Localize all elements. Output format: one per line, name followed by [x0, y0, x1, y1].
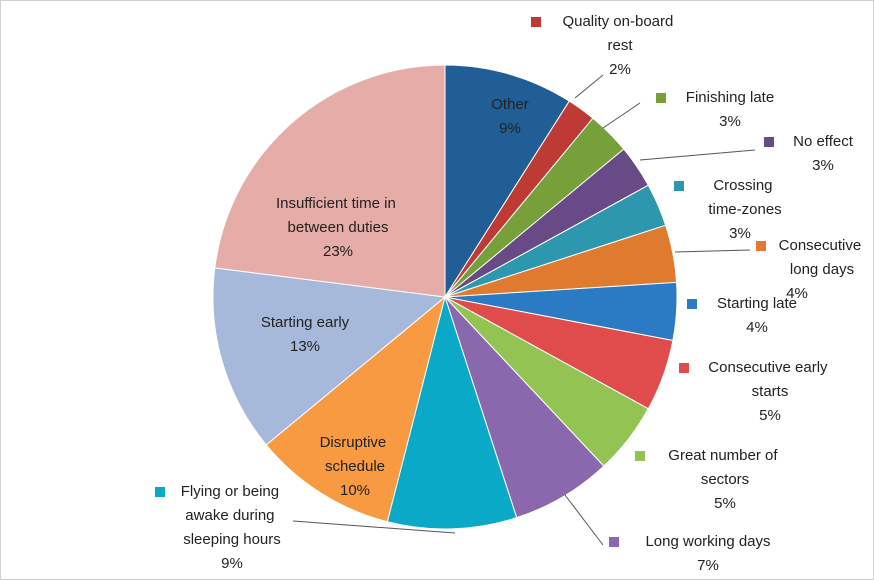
pie-slice — [444, 64, 571, 299]
pie-slice — [214, 64, 446, 298]
data-label: No effect — [793, 133, 854, 150]
legend-swatch — [609, 537, 619, 547]
data-label: Finishing late — [686, 89, 774, 106]
legend-swatch — [635, 451, 645, 461]
value-label: 9% — [221, 555, 243, 572]
value-label: 5% — [759, 407, 781, 424]
value-label: 2% — [609, 61, 631, 78]
value-label: 3% — [729, 225, 751, 242]
data-label: Disruptive schedule — [320, 434, 391, 475]
pie-slice — [444, 296, 605, 519]
legend-swatch — [531, 17, 541, 27]
data-label: Consecutive long days — [779, 237, 866, 278]
leader-line — [564, 494, 604, 546]
data-label: Starting early — [261, 314, 350, 331]
pie-slice — [386, 295, 518, 530]
pie-slice — [212, 267, 447, 446]
leader-line — [674, 249, 751, 253]
value-label: 23% — [323, 243, 353, 260]
data-label: Consecutive early starts — [708, 359, 831, 400]
pie-slice — [265, 295, 446, 523]
data-label: Flying or being awake during sleeping ho… — [181, 483, 284, 548]
legend-swatch — [674, 181, 684, 191]
data-label: Great number of sectors — [668, 447, 781, 488]
leader-line — [602, 102, 641, 129]
leader-line — [292, 520, 456, 534]
value-label: 3% — [719, 113, 741, 130]
legend-swatch — [656, 93, 666, 103]
value-label: 4% — [746, 319, 768, 336]
legend-swatch — [679, 363, 689, 373]
value-label: 9% — [499, 120, 521, 137]
data-label: Insufficient time in between duties — [276, 195, 400, 236]
leader-line — [639, 149, 756, 161]
value-label: 5% — [714, 495, 736, 512]
value-label: 3% — [812, 157, 834, 174]
legend-swatch — [155, 487, 165, 497]
data-label: Quality on-board rest — [562, 13, 677, 54]
legend-swatch — [764, 137, 774, 147]
value-label: 13% — [290, 338, 320, 355]
legend-swatch — [756, 241, 766, 251]
leader-line — [574, 74, 604, 99]
data-label: Long working days — [645, 533, 770, 550]
value-label: 4% — [786, 285, 808, 302]
data-label: Starting late — [717, 295, 797, 312]
data-label: Crossing time-zones — [708, 177, 781, 218]
value-label: 7% — [697, 557, 719, 574]
data-label: Other — [491, 96, 529, 113]
legend-swatch — [687, 299, 697, 309]
value-label: 10% — [340, 482, 370, 499]
